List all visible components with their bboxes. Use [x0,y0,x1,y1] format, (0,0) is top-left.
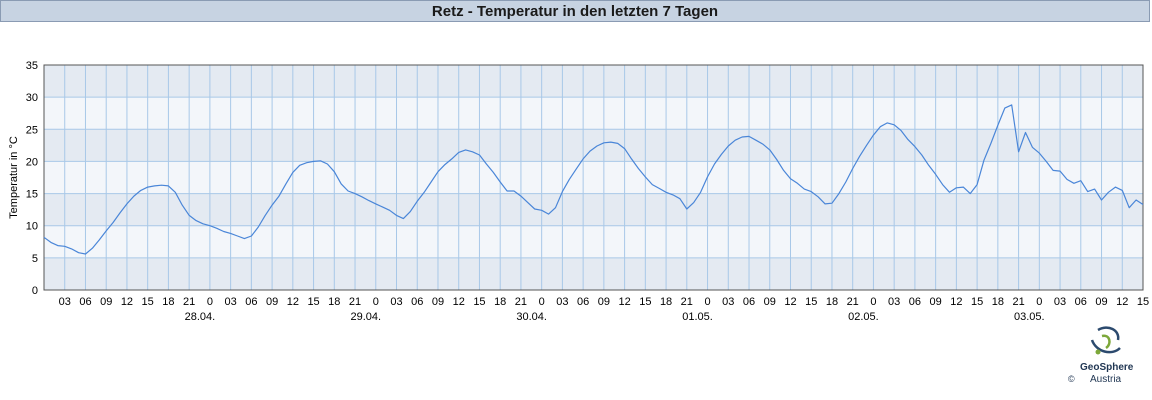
y-tick-label: 20 [26,156,38,168]
x-tick-label: 09 [1095,296,1107,308]
plot-band [44,129,1143,162]
x-tick-label: 03 [1054,296,1066,308]
x-tick-label: 21 [349,296,361,308]
x-tick-label: 03 [390,296,402,308]
x-tick-label: 03 [556,296,568,308]
day-label: 03.05. [1014,311,1045,323]
x-tick-label: 18 [992,296,1004,308]
x-tick-label: 12 [950,296,962,308]
y-tick-label: 10 [26,221,38,233]
x-tick-label: 09 [266,296,278,308]
temperature-series-line [43,104,1144,255]
plot-band [44,193,1143,226]
y-tick-label: 25 [26,124,38,136]
chart-title-bar: Retz - Temperatur in den letzten 7 Tagen [0,0,1150,22]
x-tick-label: 06 [1075,296,1087,308]
x-tick-label: 15 [1137,296,1149,308]
x-tick-label: 06 [743,296,755,308]
x-tick-label: 03 [59,296,71,308]
x-tick-label: 12 [618,296,630,308]
day-label: 29.04. [350,311,381,323]
x-tick-label: 0 [870,296,876,308]
geosphere-logo-icon [1090,326,1121,355]
plot-band [44,161,1143,194]
x-tick-label: 0 [1036,296,1042,308]
day-label: 01.05. [682,311,713,323]
x-tick-label: 21 [1012,296,1024,308]
logo-subtitle: Austria [1090,374,1122,385]
y-tick-label: 15 [26,189,38,201]
geosphere-logo [1062,322,1152,394]
x-tick-label: 21 [515,296,527,308]
x-tick-label: 12 [453,296,465,308]
plot-band [44,225,1143,258]
x-tick-label: 18 [660,296,672,308]
x-tick-label: 0 [539,296,545,308]
x-tick-label: 15 [142,296,154,308]
x-tick-label: 18 [826,296,838,308]
x-tick-label: 18 [162,296,174,308]
x-tick-label: 12 [287,296,299,308]
y-tick-label: 30 [26,92,38,104]
x-tick-label: 03 [888,296,900,308]
x-tick-label: 15 [307,296,319,308]
x-tick-label: 21 [183,296,195,308]
x-tick-label: 15 [473,296,485,308]
y-axis-label: Temperatur in °C [8,136,20,219]
day-label: 02.05. [848,311,879,323]
x-tick-label: 06 [245,296,257,308]
day-label: 28.04. [185,311,216,323]
x-tick-label: 15 [971,296,983,308]
x-tick-label: 03 [722,296,734,308]
x-tick-label: 21 [681,296,693,308]
logo-name: GeoSphere [1080,362,1134,373]
y-tick-label: 0 [32,285,38,297]
x-tick-label: 03 [224,296,236,308]
x-tick-label: 0 [207,296,213,308]
x-tick-label: 09 [930,296,942,308]
x-tick-label: 0 [704,296,710,308]
y-tick-label: 35 [26,60,38,72]
plot-band [44,97,1143,130]
x-tick-label: 18 [328,296,340,308]
chart-title: Retz - Temperatur in den letzten 7 Tagen [431,3,719,20]
x-tick-label: 12 [784,296,796,308]
x-tick-label: 12 [1116,296,1128,308]
x-tick-label: 21 [847,296,859,308]
plot-band [44,65,1143,98]
day-label: 30.04. [516,311,547,323]
y-tick-label: 5 [32,253,38,265]
x-tick-label: 15 [805,296,817,308]
x-tick-label: 12 [121,296,133,308]
plot-frame [43,64,1144,291]
x-tick-label: 15 [639,296,651,308]
x-tick-label: 18 [494,296,506,308]
x-tick-label: 0 [373,296,379,308]
x-tick-label: 06 [909,296,921,308]
x-tick-label: 09 [100,296,112,308]
x-tick-label: 06 [411,296,423,308]
x-tick-label: 09 [598,296,610,308]
logo-copyright: © [1068,374,1075,384]
x-tick-label: 06 [577,296,589,308]
plot-band [44,257,1143,290]
x-tick-label: 06 [79,296,91,308]
x-tick-label: 09 [432,296,444,308]
x-tick-label: 09 [764,296,776,308]
